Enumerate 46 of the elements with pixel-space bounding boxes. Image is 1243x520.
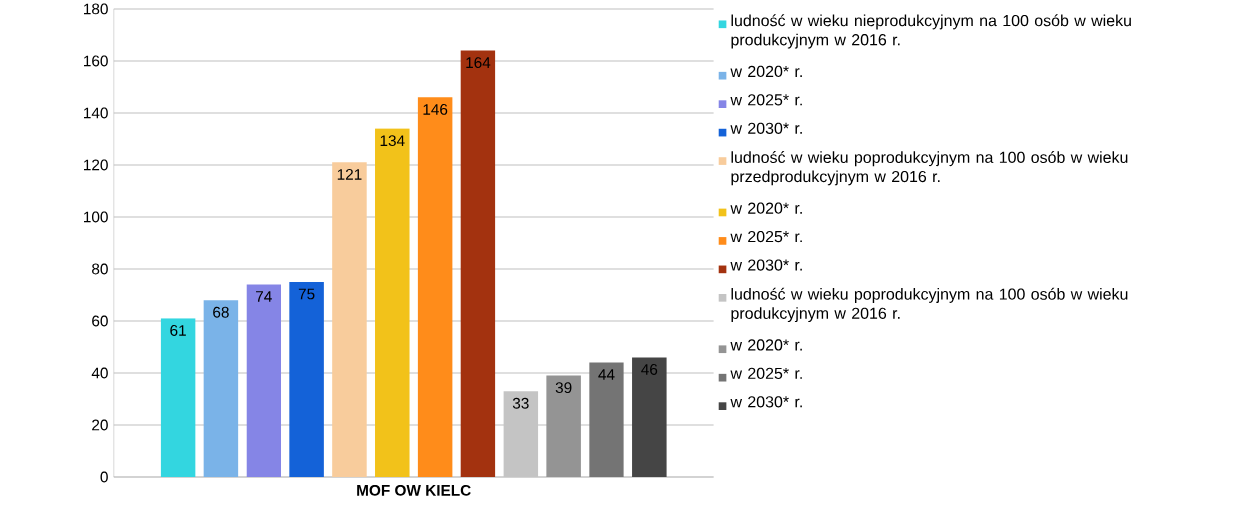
legend-label: w 2025* r. (730, 230, 802, 243)
data-label: 68 (213, 306, 229, 318)
legend-label: ludność w wieku poprodukcyjnym na 100 osób w wieku produkcyjnym w 2016 r. (731, 287, 1128, 322)
bar (375, 128, 410, 477)
legend-label: w 2025* r. (730, 367, 802, 379)
y-tick-label: 160 (84, 55, 108, 67)
data-label: 74 (256, 291, 272, 302)
legend-label: ludność w wieku poprodukcyjnym na 100 osób w wieku przedprodukcyjnym w 2016 r. (731, 150, 1128, 186)
legend-label: w 2030* r. (730, 122, 802, 134)
legend-label: w 2030* r. (730, 259, 802, 271)
data-label: 164 (466, 56, 491, 68)
bar (289, 281, 324, 477)
data-label: 44 (598, 369, 615, 380)
bar (589, 362, 624, 477)
bar (460, 50, 496, 477)
data-label: 33 (512, 397, 529, 409)
data-label: 134 (380, 134, 405, 146)
y-tick-label: 0 (100, 471, 108, 483)
y-tick-label: 60 (92, 315, 108, 327)
data-label: 146 (423, 103, 448, 115)
y-tick-label: 20 (92, 419, 108, 431)
y-tick-label: 140 (84, 107, 108, 119)
legend-label: w 2020* r. (730, 339, 802, 351)
y-tick-label: 120 (84, 159, 108, 171)
bar (332, 162, 367, 477)
data-label: 75 (298, 288, 315, 300)
bar (160, 318, 196, 477)
bar (546, 375, 581, 477)
legend-label: w 2020* r. (730, 202, 802, 214)
bar (246, 284, 282, 477)
legend-label: w 2020* r. (730, 65, 802, 77)
data-label: 61 (170, 324, 186, 336)
data-label: 121 (337, 168, 362, 180)
data-label: 39 (555, 382, 572, 393)
bar (203, 299, 239, 477)
data-label: 46 (641, 363, 658, 375)
y-tick-label: 40 (91, 367, 108, 379)
legend-label: w 2030* r. (730, 395, 802, 408)
x-tick-label: MOF OW KIELC (357, 484, 471, 496)
legend-label: w 2025* r. (730, 93, 802, 106)
bar (417, 97, 453, 477)
y-tick-label: 100 (84, 211, 108, 223)
legend-label: ludność w wieku nieprodukcyjnym na 100 osób w wieku produkcyjnym w 2016 r. (731, 14, 1131, 49)
y-tick-label: 180 (84, 3, 108, 15)
bar (632, 357, 667, 477)
y-tick-label: 80 (92, 263, 108, 275)
